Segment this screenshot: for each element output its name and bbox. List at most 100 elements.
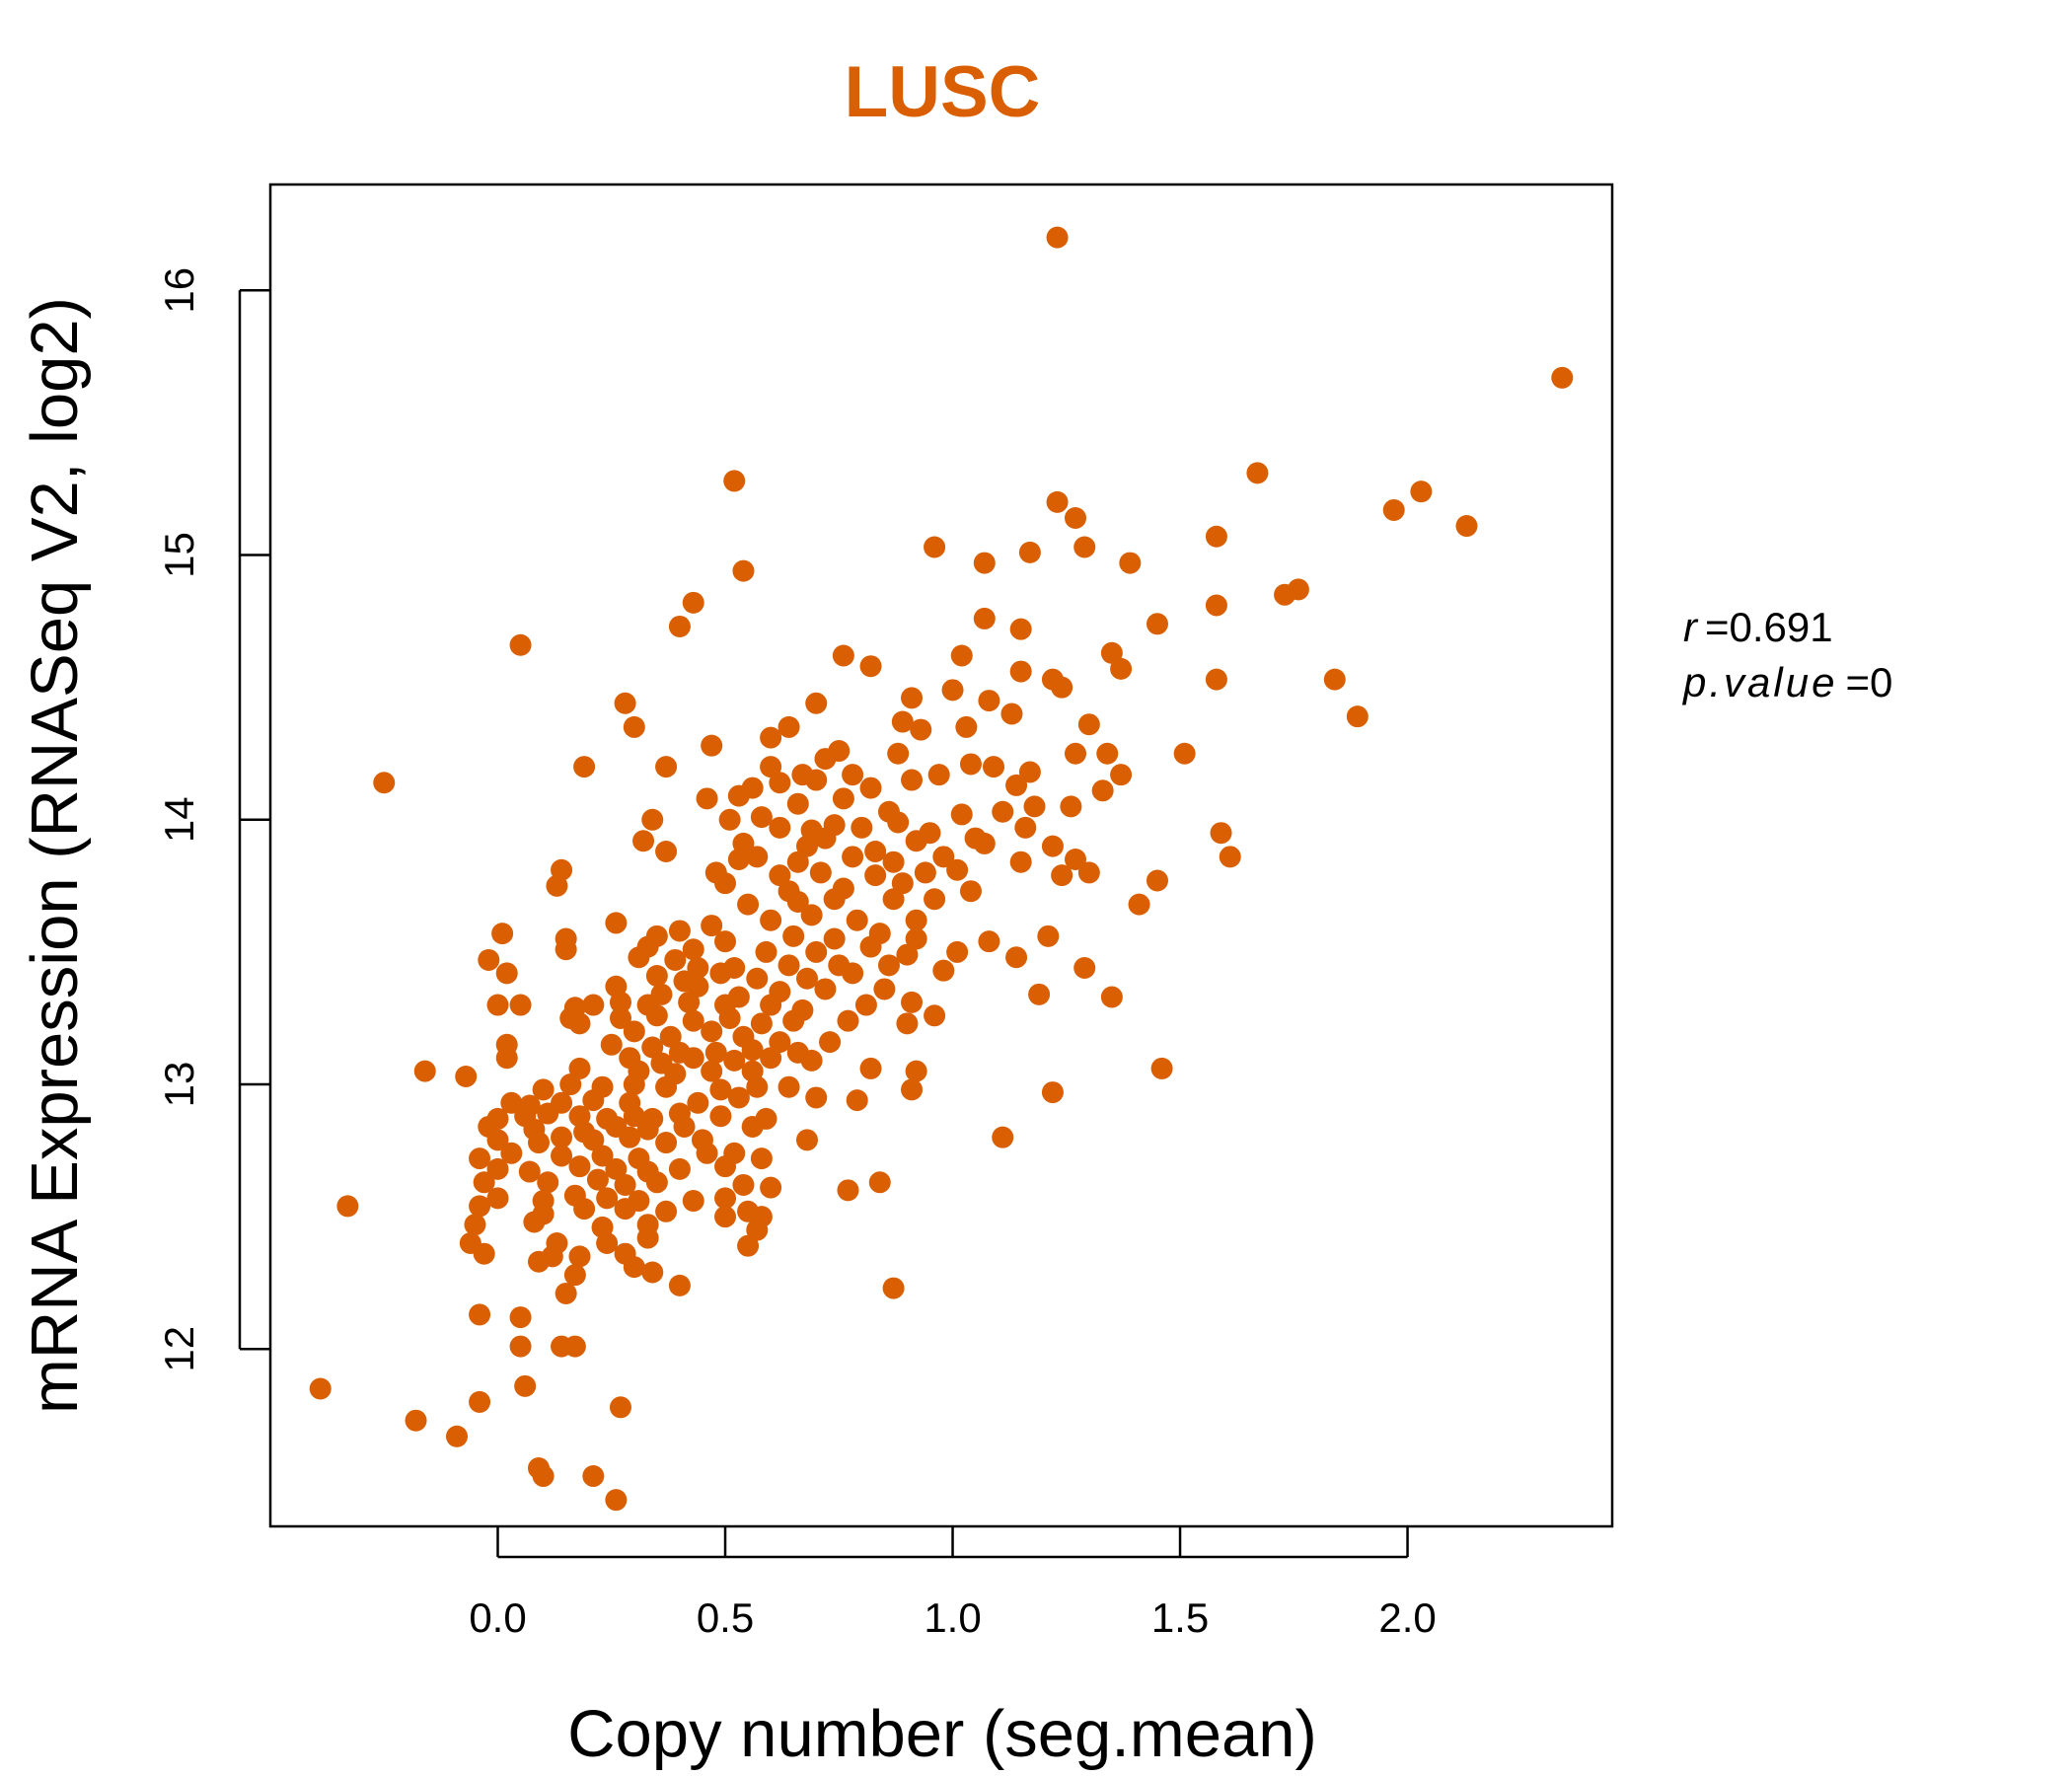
data-point: [582, 1465, 605, 1488]
data-point: [555, 1282, 577, 1304]
data-point: [842, 846, 864, 868]
data-point: [992, 800, 1014, 823]
data-point: [927, 764, 950, 786]
data-point: [837, 1179, 859, 1202]
data-point: [528, 1132, 550, 1154]
data-point: [1091, 779, 1114, 802]
data-point: [668, 615, 691, 637]
data-point: [600, 1033, 623, 1056]
data-point: [1346, 705, 1369, 728]
data-point: [614, 1198, 636, 1221]
data-point: [655, 840, 678, 862]
data-point: [983, 756, 1005, 778]
data-point: [568, 1155, 591, 1178]
data-point: [750, 806, 773, 829]
data-points: [309, 226, 1574, 1512]
data-point: [746, 967, 769, 990]
data-point: [924, 536, 946, 558]
data-point: [473, 1171, 495, 1194]
data-point: [959, 753, 982, 776]
data-point: [746, 1219, 769, 1241]
data-point: [655, 1132, 678, 1154]
data-point: [814, 978, 837, 1000]
data-point: [509, 1306, 532, 1329]
data-point: [469, 1303, 491, 1326]
chart-title: LUSC: [845, 52, 1041, 132]
data-point: [1077, 861, 1100, 884]
data-point: [336, 1195, 359, 1218]
data-point: [500, 1142, 523, 1164]
data-point: [682, 1047, 704, 1070]
data-point: [1051, 864, 1073, 887]
data-point: [701, 915, 723, 937]
data-point: [563, 1264, 586, 1287]
data-point: [1065, 506, 1086, 529]
data-point: [714, 1155, 737, 1178]
data-point: [614, 692, 636, 714]
data-point: [668, 1157, 691, 1180]
data-point: [1037, 925, 1060, 947]
data-point: [641, 1036, 664, 1059]
data-point: [709, 1105, 732, 1128]
data-point: [609, 1396, 631, 1419]
data-point: [760, 756, 782, 778]
data-point: [941, 679, 964, 702]
data-point: [605, 912, 628, 934]
data-point: [955, 715, 978, 738]
data-point: [469, 1390, 491, 1413]
data-point: [805, 692, 828, 714]
data-point: [782, 1009, 805, 1032]
data-point: [486, 1187, 509, 1210]
data-point: [478, 948, 500, 971]
data-point: [777, 715, 800, 738]
data-point: [1146, 613, 1168, 635]
data-point: [1051, 676, 1073, 699]
data-point: [750, 1012, 773, 1035]
data-point: [623, 715, 645, 738]
data-point: [1219, 846, 1241, 868]
plot-frame: [268, 183, 1614, 1528]
data-point: [973, 552, 996, 574]
data-point: [777, 1075, 800, 1098]
data-point: [636, 1226, 659, 1249]
data-point: [495, 1047, 518, 1070]
data-point: [1009, 660, 1032, 683]
data-point: [1205, 668, 1227, 691]
data-point: [655, 756, 678, 778]
data-point: [714, 872, 737, 895]
data-point: [1205, 525, 1227, 548]
data-point: [559, 1073, 582, 1096]
data-point: [1323, 668, 1346, 691]
data-point: [978, 930, 1000, 953]
data-point: [523, 1211, 546, 1233]
data-point: [864, 864, 887, 887]
data-point: [623, 1020, 645, 1043]
data-point: [901, 687, 924, 709]
data-point: [760, 994, 782, 1016]
data-point: [723, 1049, 746, 1072]
x-tick-label: 1.0: [924, 1594, 981, 1641]
data-point: [514, 1374, 537, 1397]
data-point: [950, 803, 973, 826]
data-point: [805, 940, 828, 963]
data-point: [1382, 498, 1405, 521]
pvalue-label: p.value: [1681, 659, 1837, 705]
data-point: [750, 1147, 773, 1170]
data-point: [859, 935, 882, 958]
data-point: [687, 957, 709, 980]
data-point: [628, 946, 650, 969]
data-point: [486, 994, 509, 1016]
x-tick-label: 1.5: [1151, 1594, 1209, 1641]
data-point: [760, 1176, 782, 1199]
y-tick-label: 14: [156, 796, 202, 843]
data-point: [741, 1039, 764, 1062]
data-point: [373, 772, 396, 794]
data-point: [782, 925, 805, 947]
data-point: [641, 808, 664, 831]
data-point: [605, 1489, 628, 1512]
data-point: [664, 948, 687, 971]
data-point: [896, 943, 919, 966]
data-point: [709, 962, 732, 985]
data-point: [632, 830, 655, 852]
data-point: [1028, 983, 1051, 1005]
